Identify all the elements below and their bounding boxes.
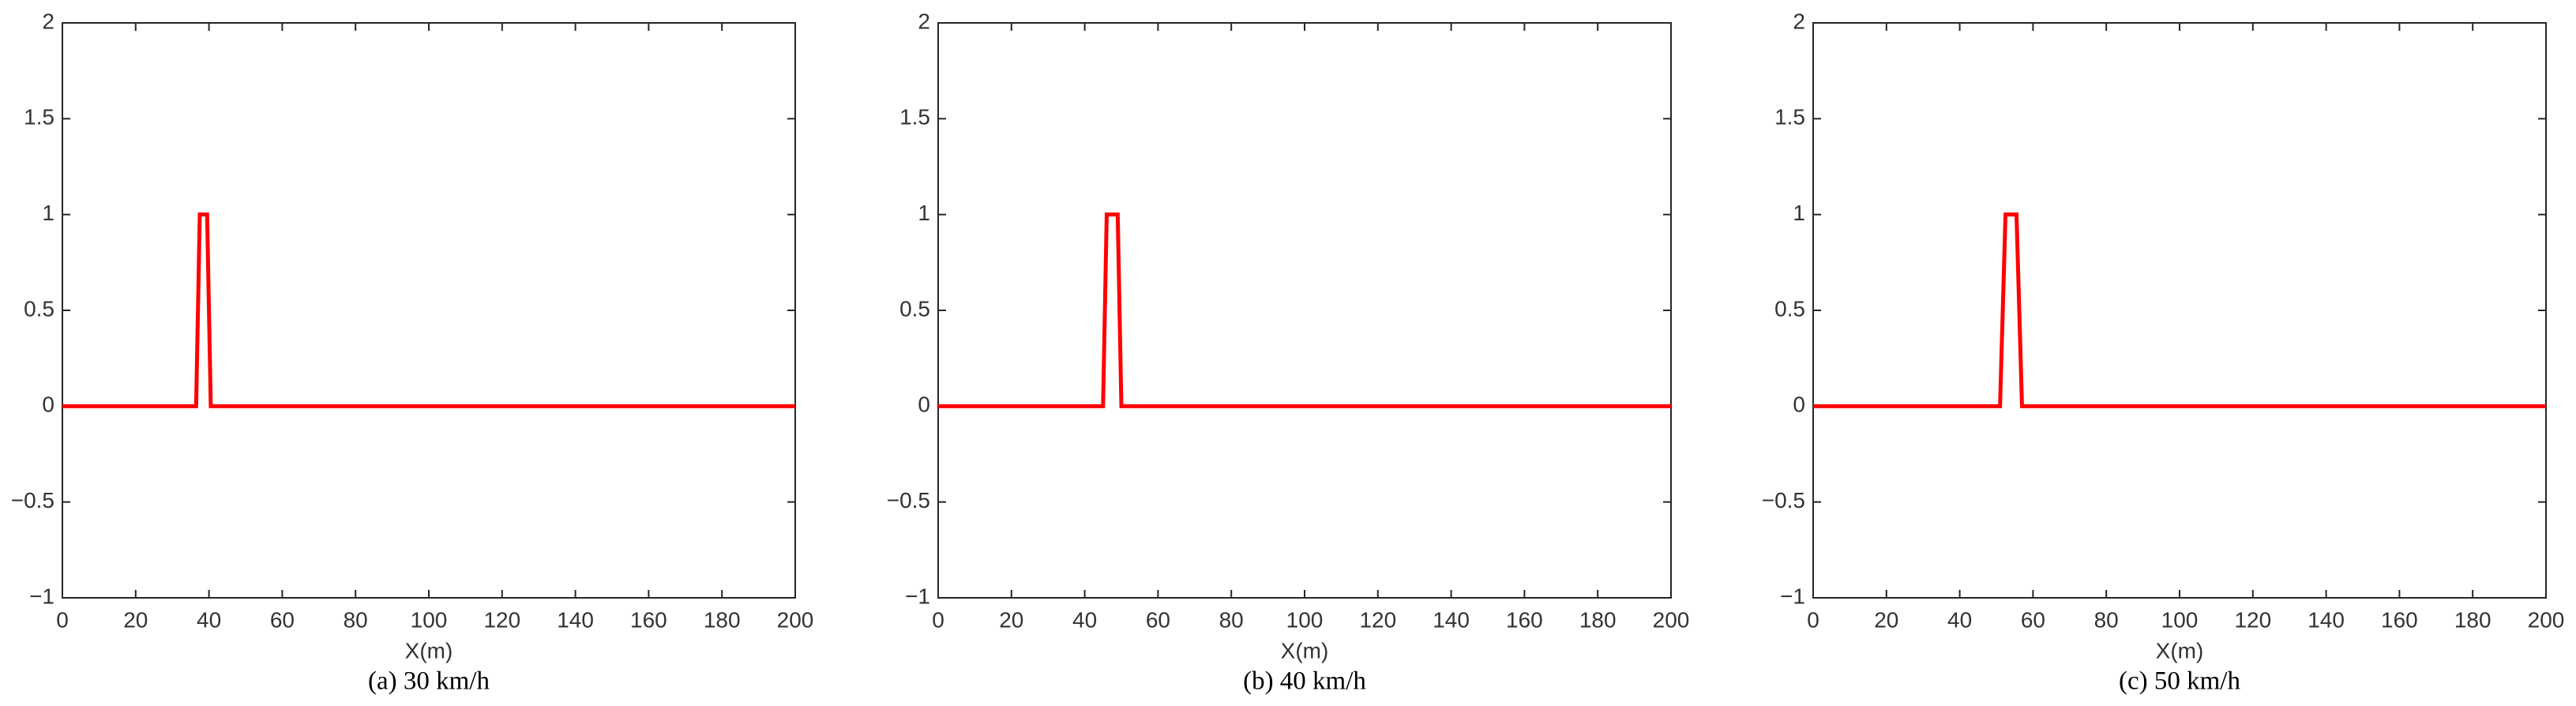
caption: (b) 40 km/h (1243, 667, 1366, 696)
x-tick-label: 100 (411, 607, 448, 632)
x-tick-label: 80 (344, 607, 368, 632)
x-tick-label: 200 (777, 607, 814, 632)
y-tick-label: 1 (918, 201, 930, 225)
x-tick-label: 20 (123, 607, 148, 632)
x-tick-label: 180 (704, 607, 741, 632)
y-tick-label: 0.5 (899, 296, 930, 321)
y-tick-label: 0.5 (24, 296, 54, 321)
x-axis-label: X(m) (405, 638, 453, 663)
y-tick-label: 0 (1793, 392, 1805, 417)
plot-frame (62, 22, 796, 599)
x-tick-label: 200 (1653, 607, 1690, 632)
x-tick-label: 140 (2308, 607, 2345, 632)
x-tick-label: 0 (56, 607, 69, 632)
x-tick-label: 0 (932, 607, 944, 632)
y-tick-label: 1.5 (1774, 105, 1805, 130)
x-tick-label: 60 (2021, 607, 2045, 632)
x-tick-label: 40 (197, 607, 221, 632)
y-tick-label: 0 (42, 392, 54, 417)
x-axis-label: X(m) (1281, 638, 1329, 663)
y-tick-label: −1 (1780, 584, 1805, 608)
plot-frame (937, 22, 1672, 599)
plot-frame (1812, 22, 2547, 599)
x-tick-label: 180 (2454, 607, 2492, 632)
y-tick-label: −0.5 (11, 488, 54, 513)
x-tick-label: 200 (2528, 607, 2565, 632)
x-tick-label: 180 (1579, 607, 1617, 632)
x-tick-label: 140 (557, 607, 594, 632)
caption: (a) 30 km/h (368, 667, 490, 696)
x-tick-label: 140 (1433, 607, 1470, 632)
x-tick-label: 40 (1072, 607, 1097, 632)
y-tick-label: −0.5 (1762, 488, 1805, 513)
x-tick-label: 120 (483, 607, 520, 632)
data-line (1813, 212, 2546, 408)
x-axis-label: X(m) (2156, 638, 2204, 663)
caption: (c) 50 km/h (2119, 667, 2240, 696)
x-tick-label: 80 (1219, 607, 1244, 632)
x-tick-label: 0 (1807, 607, 1819, 632)
x-tick-label: 160 (1506, 607, 1543, 632)
x-tick-label: 120 (1359, 607, 1396, 632)
y-tick-label: −0.5 (887, 488, 930, 513)
y-tick-label: 0.5 (1774, 296, 1805, 321)
y-tick-label: 1 (42, 201, 54, 225)
y-tick-label: 1.5 (24, 105, 54, 130)
y-tick-label: 0 (918, 392, 930, 417)
x-tick-label: 60 (1146, 607, 1170, 632)
x-tick-label: 60 (270, 607, 295, 632)
x-tick-label: 160 (2381, 607, 2418, 632)
y-tick-label: 2 (1793, 9, 1805, 33)
x-tick-label: 80 (2094, 607, 2119, 632)
y-tick-label: 1 (1793, 201, 1805, 225)
x-tick-label: 120 (2234, 607, 2271, 632)
x-tick-label: 40 (1947, 607, 1972, 632)
y-tick-label: 1.5 (899, 105, 930, 130)
x-tick-label: 160 (630, 607, 667, 632)
y-tick-label: 2 (42, 9, 54, 33)
x-tick-label: 100 (1286, 607, 1324, 632)
x-tick-label: 20 (999, 607, 1023, 632)
data-line (938, 212, 1671, 408)
x-tick-label: 20 (1874, 607, 1898, 632)
y-tick-label: −1 (905, 584, 930, 608)
data-line (62, 212, 795, 408)
x-tick-label: 100 (2161, 607, 2199, 632)
y-tick-label: 2 (918, 9, 930, 33)
y-tick-label: −1 (29, 584, 54, 608)
